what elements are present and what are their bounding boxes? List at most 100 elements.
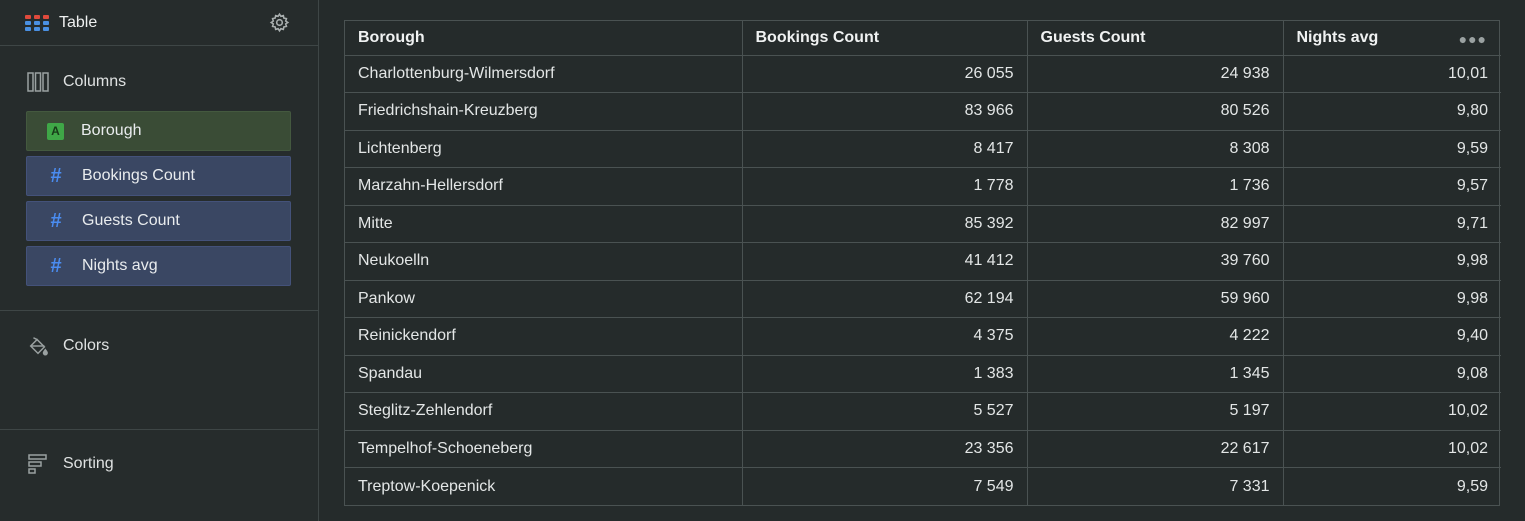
- table-row: Mitte 85 392 82 997 9,71: [345, 205, 1501, 243]
- field-list: A Borough # Bookings Count # Guests Coun…: [26, 111, 291, 291]
- table-cell-guests: 5 197: [1027, 392, 1284, 431]
- field-label: Guests Count: [82, 212, 180, 229]
- table-grid-icon: [25, 14, 49, 31]
- table-cell-bookings: 1 383: [742, 355, 1028, 393]
- field-label: Nights avg: [82, 257, 158, 274]
- table-cell-nights: 9,80: [1283, 92, 1501, 131]
- table-cell-bookings: 7 549: [742, 467, 1028, 505]
- table-cell-borough: Reinickendorf: [345, 317, 743, 356]
- more-horizontal-icon[interactable]: ●●●: [1458, 31, 1487, 47]
- table-cell-bookings: 5 527: [742, 392, 1028, 431]
- paint-bucket-icon: [26, 334, 50, 358]
- table-row: Neukoelln 41 412 39 760 9,98: [345, 242, 1501, 281]
- table-cell-guests: 4 222: [1027, 317, 1284, 356]
- measure-icon: #: [50, 254, 62, 277]
- table-row: Tempelhof-Schoeneberg 23 356 22 617 10,02: [345, 430, 1501, 468]
- columns-icon: [26, 70, 50, 94]
- table-cell-borough: Mitte: [345, 205, 743, 243]
- table-cell-bookings: 1 778: [742, 167, 1028, 206]
- table-cell-guests: 82 997: [1027, 205, 1284, 243]
- table-area: Borough Bookings Count Guests Count Nigh…: [319, 0, 1525, 521]
- field-chip-nights-avg[interactable]: # Nights avg: [26, 246, 291, 286]
- sorting-section[interactable]: Sorting: [0, 452, 114, 476]
- table-cell-bookings: 41 412: [742, 242, 1028, 281]
- colors-section-label: Colors: [63, 337, 110, 354]
- table-cell-nights: 9,59: [1456, 477, 1488, 495]
- table-cell-guests: 59 960: [1027, 280, 1284, 318]
- data-table: Borough Bookings Count Guests Count Nigh…: [344, 20, 1501, 506]
- table-row: Marzahn-Hellersdorf 1 778 1 736 9,57: [345, 167, 1501, 206]
- colors-section[interactable]: Colors: [0, 334, 109, 358]
- table-cell-nights: 9,98: [1283, 242, 1501, 281]
- table-cell-bookings: 26 055: [742, 55, 1028, 93]
- table-row: Friedrichshain-Kreuzberg 83 966 80 526 9,80: [345, 92, 1501, 131]
- table-cell-borough: Pankow: [345, 280, 743, 318]
- visualization-title: Table: [59, 13, 98, 31]
- table-cell-nights: 10,02: [1283, 392, 1501, 431]
- table-row: Charlottenburg-Wilmersdorf 26 055 24 938 10…: [345, 55, 1501, 93]
- table-cell-bookings: 83 966: [742, 92, 1028, 131]
- table-cell-borough: Neukoelln: [345, 242, 743, 281]
- table-cell-borough: Friedrichshain-Kreuzberg: [345, 92, 743, 131]
- table-cell-guests: 1 345: [1027, 355, 1284, 393]
- table-row: Steglitz-Zehlendorf 5 527 5 197 10,02: [345, 392, 1501, 431]
- table-cell-nights: 9,59: [1283, 130, 1501, 168]
- column-header-guests-count[interactable]: Guests Count: [1027, 21, 1284, 56]
- column-header-label: Nights avg: [1296, 28, 1379, 46]
- table-cell-nights: 10,02: [1283, 430, 1501, 468]
- table-cell-nights: 9,40: [1283, 317, 1501, 356]
- table-cell-guests: 7 331: [1027, 467, 1284, 505]
- table-cell-guests: 1 736: [1027, 167, 1284, 206]
- sort-icon: [26, 452, 50, 476]
- sidebar: Table Columns A Borough: [0, 0, 319, 521]
- table-row: Pankow 62 194 59 960 9,98: [345, 280, 1501, 318]
- dimension-icon: A: [47, 122, 64, 140]
- columns-section[interactable]: Columns: [0, 70, 126, 94]
- table-cell-nights: 9,98: [1283, 280, 1501, 318]
- table-cell-bookings: 8 417: [742, 130, 1028, 168]
- table-cell-bookings: 62 194: [742, 280, 1028, 318]
- table-cell-guests: 39 760: [1027, 242, 1284, 281]
- table-cell-nights: 9,71: [1283, 205, 1501, 243]
- table-cell-bookings: 85 392: [742, 205, 1028, 243]
- table-body: Charlottenburg-Wilmersdorf 26 055 24 938 10…: [345, 55, 1501, 505]
- measure-icon: #: [50, 209, 62, 232]
- sorting-section-label: Sorting: [63, 455, 114, 472]
- table-row: Reinickendorf 4 375 4 222 9,40: [345, 317, 1501, 356]
- table-cell-guests: 24 938: [1027, 55, 1284, 93]
- field-label: Borough: [81, 122, 142, 139]
- table-cell-borough: Marzahn-Hellersdorf: [345, 167, 743, 206]
- table-cell-guests: 22 617: [1027, 430, 1284, 468]
- table-header-row: Borough Bookings Count Guests Count Nigh…: [345, 21, 1501, 56]
- table-cell-nights: 9,57: [1283, 167, 1501, 206]
- table-cell-borough: Lichtenberg: [345, 130, 743, 168]
- gear-icon[interactable]: [268, 12, 290, 34]
- columns-section-label: Columns: [63, 73, 127, 90]
- field-label: Bookings Count: [82, 167, 195, 184]
- table-row: Spandau 1 383 1 345 9,08: [345, 355, 1501, 393]
- table-cell-bookings: 4 375: [742, 317, 1028, 356]
- table-cell-borough: Tempelhof-Schoeneberg: [345, 430, 743, 468]
- table-cell-borough: Charlottenburg-Wilmersdorf: [345, 55, 743, 93]
- table-row: Lichtenberg 8 417 8 308 9,59: [345, 130, 1501, 168]
- field-chip-borough[interactable]: A Borough: [26, 111, 291, 151]
- table-cell-nights: 9,08: [1283, 355, 1501, 393]
- table-cell-guests: 80 526: [1027, 92, 1284, 131]
- measure-icon: #: [50, 164, 62, 187]
- column-header-borough[interactable]: Borough: [345, 21, 743, 56]
- section-divider: [0, 429, 318, 430]
- table-cell-borough: Spandau: [345, 355, 743, 393]
- table-cell-bookings: 23 356: [742, 430, 1028, 468]
- section-divider: [0, 310, 318, 311]
- table-cell-guests: 8 308: [1027, 130, 1284, 168]
- column-header-bookings-count[interactable]: Bookings Count: [742, 21, 1028, 56]
- sidebar-header: Table: [0, 0, 318, 46]
- table-cell-borough: Treptow-Koepenick: [345, 467, 743, 505]
- table-cell-nights: 10,01: [1283, 55, 1501, 93]
- field-chip-bookings-count[interactable]: # Bookings Count: [26, 156, 291, 196]
- table-row: Treptow-Koepenick 7 549 7 331 9,59: [345, 467, 1501, 505]
- column-header-nights-avg[interactable]: Nights avg ●●●: [1283, 21, 1501, 56]
- field-chip-guests-count[interactable]: # Guests Count: [26, 201, 291, 241]
- table-cell-borough: Steglitz-Zehlendorf: [345, 392, 743, 431]
